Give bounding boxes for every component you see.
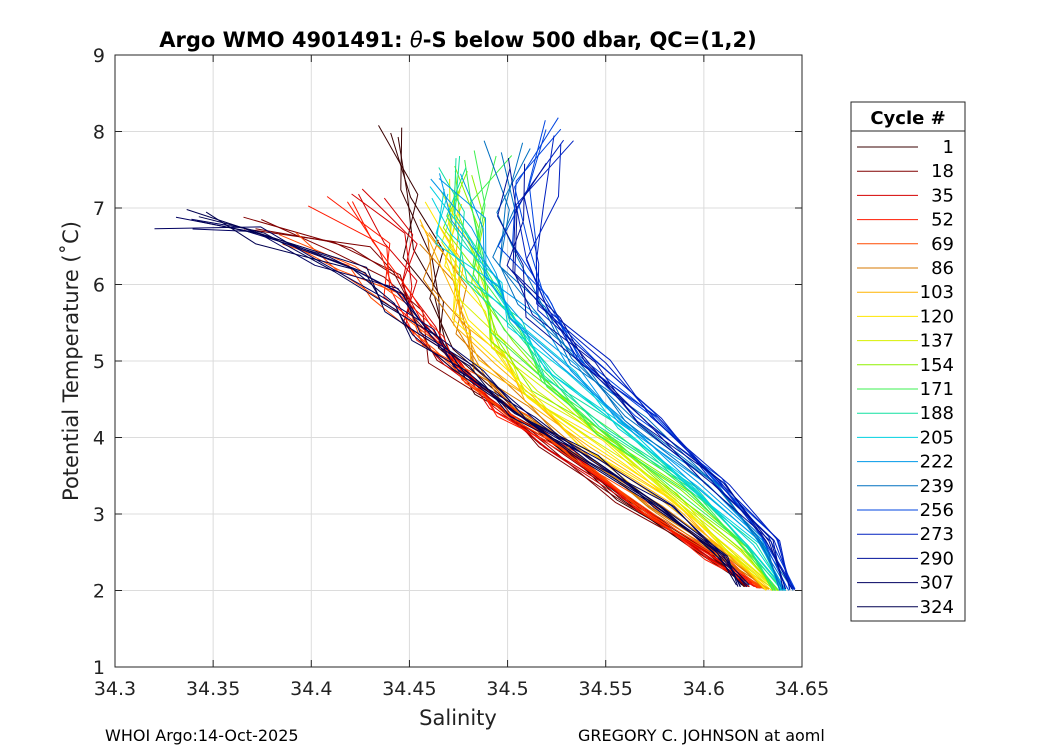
series-line-222 (439, 173, 785, 591)
x-tick-label: 34.45 (382, 678, 436, 700)
series-line-205 (435, 193, 785, 591)
y-tick-label: 4 (93, 428, 105, 450)
series-line-205 (435, 189, 786, 591)
legend-entries: 1 18 35 52 69 86 103 120 137 154 171 188 205 222 239 25… (857, 137, 954, 618)
x-tick-label: 34.5 (486, 678, 528, 700)
series-line-290 (512, 162, 793, 590)
legend-label-18: 18 (931, 161, 954, 182)
y-tick-label: 8 (93, 122, 105, 144)
series-line-324 (198, 216, 737, 586)
series-line-35 (383, 197, 761, 588)
y-tick-label: 1 (93, 657, 105, 679)
series-line-307 (191, 218, 748, 588)
series-line-171 (469, 155, 785, 591)
legend-label-69: 69 (931, 234, 954, 255)
legend-label-222: 222 (920, 452, 954, 473)
x-axis-label: Salinity (419, 706, 497, 730)
x-axis-ticks: 34.3 34.35 34.4 34.45 34.5 34.55 34.6 34.65 (94, 55, 829, 700)
x-tick-label: 34.6 (683, 678, 725, 700)
series-line-35 (361, 188, 761, 588)
series-line-290 (506, 163, 787, 590)
series-line-171 (472, 155, 780, 591)
footer-right: GREGORY C. JOHNSON at aoml (578, 726, 825, 745)
x-tick-label: 34.3 (94, 678, 136, 700)
x-tick-label: 34.4 (290, 678, 332, 700)
series-line-1 (390, 132, 746, 588)
y-tick-label: 9 (93, 45, 105, 67)
series-line-171 (464, 159, 774, 591)
y-tick-label: 6 (93, 275, 105, 297)
legend-label-290: 290 (920, 548, 954, 569)
legend-label-188: 188 (920, 403, 954, 424)
series-line-86 (422, 239, 770, 590)
series-line-205 (431, 197, 783, 591)
y-axis-label: Potential Temperature (˚C) (59, 221, 83, 501)
legend-label-35: 35 (931, 185, 954, 206)
series-line-290 (497, 167, 786, 590)
legend-label-52: 52 (931, 210, 954, 231)
series-line-188 (446, 167, 787, 591)
legend-label-137: 137 (920, 331, 954, 352)
legend-label-273: 273 (920, 524, 954, 545)
series-line-222 (430, 178, 781, 591)
series-line-273 (525, 144, 791, 590)
series-line-137 (441, 190, 779, 591)
series-line-256 (528, 129, 793, 590)
legend-label-171: 171 (920, 379, 954, 400)
series-line-69 (295, 232, 761, 589)
legend: Cycle # 1 18 35 52 69 86 103 120 137 154 171 188 205… (850, 101, 966, 622)
legend-label-1: 1 (943, 137, 954, 158)
series-line-154 (442, 171, 779, 591)
footer-left: WHOI Argo:14-Oct-2025 (105, 726, 299, 745)
y-tick-label: 5 (93, 351, 105, 373)
series-line-171 (472, 150, 774, 591)
x-tick-label: 34.35 (186, 678, 240, 700)
y-tick-label: 2 (93, 581, 105, 603)
series-line-324 (196, 220, 749, 586)
series-line-222 (460, 173, 787, 591)
legend-label-307: 307 (920, 573, 954, 594)
y-axis-ticks: 1 2 3 4 5 6 7 8 9 (93, 45, 802, 679)
x-tick-label: 34.65 (775, 678, 829, 700)
legend-label-154: 154 (920, 355, 954, 376)
legend-label-86: 86 (931, 258, 954, 279)
legend-label-324: 324 (920, 597, 954, 618)
legend-label-256: 256 (920, 500, 954, 521)
series-line-273 (515, 140, 796, 590)
series-line-103 (453, 219, 776, 591)
y-tick-label: 7 (93, 198, 105, 220)
x-tick-label: 34.55 (579, 678, 633, 700)
y-tick-label: 3 (93, 504, 105, 526)
legend-label-239: 239 (920, 476, 954, 497)
plot-area (154, 117, 796, 591)
series-line-273 (535, 135, 791, 590)
legend-title: Cycle # (870, 108, 945, 129)
series-line-52 (326, 196, 763, 589)
series-line-324 (186, 209, 750, 586)
legend-label-103: 103 (920, 282, 954, 303)
legend-label-120: 120 (920, 306, 954, 327)
chart-title: Argo WMO 4901491: θ-S below 500 dbar, QC… (159, 28, 756, 52)
series-line-256 (497, 120, 789, 590)
series-line-120 (444, 203, 778, 591)
series-line-52 (307, 205, 760, 589)
legend-label-205: 205 (920, 427, 954, 448)
